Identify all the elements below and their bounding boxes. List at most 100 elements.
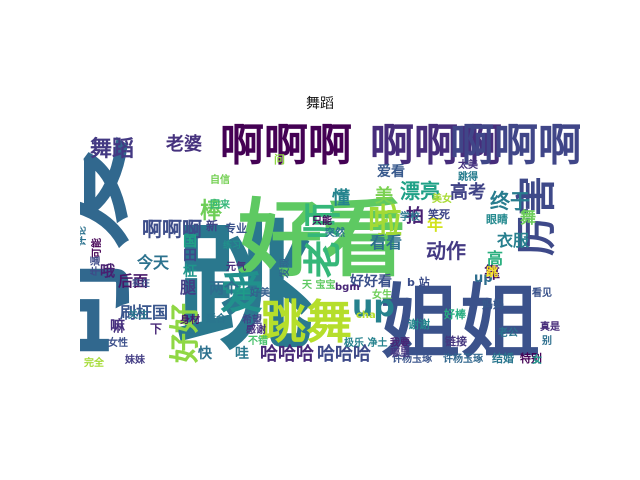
- cloud-word: 我要: [390, 336, 410, 349]
- cloud-word: 啊啊啊: [220, 120, 352, 171]
- cloud-word: 跳: [175, 208, 313, 368]
- cloud-word: bgm: [335, 282, 360, 293]
- cloud-word: 厉害: [514, 176, 560, 256]
- cloud-word: 妹妹: [124, 353, 146, 366]
- cloud-word: 靠: [484, 263, 500, 282]
- cloud-word: 哈哈哈: [317, 343, 371, 365]
- cloud-word: 许杨玉琢: [392, 352, 433, 365]
- cloud-word: up: [352, 289, 395, 324]
- chart-title: 舞蹈: [306, 96, 334, 112]
- cloud-word: 棒: [200, 199, 223, 224]
- cloud-word: 评论: [80, 225, 88, 246]
- cloud-word: 啊啊啊: [142, 217, 202, 241]
- cloud-word: b 站: [407, 275, 430, 289]
- cloud-word: 谢谢: [408, 317, 430, 331]
- cloud-word: 元气: [226, 260, 246, 273]
- cloud-word: 妈妈: [482, 297, 504, 311]
- cloud-word: 好棒: [443, 307, 467, 321]
- cloud-word: 别: [541, 334, 552, 347]
- cloud-word: 哪里: [390, 347, 410, 359]
- cloud-word: 下: [150, 322, 162, 336]
- cloud-word: 两个: [209, 279, 240, 297]
- cloud-word: 漂亮: [400, 179, 440, 203]
- cloud-word: 高考: [450, 181, 486, 203]
- cloud-word: 可爱: [80, 132, 146, 368]
- cloud-word: 动作: [426, 239, 466, 263]
- cloud-word: 美: [375, 185, 393, 207]
- cloud-word: 田: [183, 248, 197, 264]
- cloud-word: 哇: [235, 345, 249, 362]
- cloud-word: 柾: [183, 263, 197, 280]
- cloud-word: 身材: [180, 313, 200, 326]
- cloud-word: 看见: [532, 286, 552, 299]
- cloud-word: 后面: [118, 272, 148, 290]
- cloud-word: 牛逼: [89, 256, 102, 276]
- cloud-word: 腿: [180, 278, 196, 297]
- cloud-word: cha: [356, 310, 376, 321]
- cloud-word: 适合: [206, 312, 227, 325]
- cloud-word: 眼睛: [486, 212, 508, 226]
- cloud-word: 啊啊啊: [370, 120, 502, 171]
- cloud-word: 问: [274, 152, 285, 166]
- cloud-word: 练习: [223, 239, 241, 251]
- cloud-word: 好好: [168, 303, 203, 364]
- cloud-word: 跳得: [458, 170, 478, 183]
- cloud-word: 太美: [457, 158, 479, 171]
- cloud-word: 感谢: [246, 323, 266, 336]
- cloud-word: 极乐 净土: [344, 336, 387, 349]
- cloud-word: 特别: [520, 351, 542, 365]
- cloud-word: 专业: [225, 221, 247, 235]
- cloud-word: 好好看: [349, 273, 392, 290]
- cloud-word: 国: [183, 234, 197, 250]
- cloud-word: 跳舞: [260, 295, 352, 349]
- cloud-word: 今天: [136, 253, 170, 272]
- cloud-word: 老公: [497, 326, 518, 339]
- cloud-word: 突然: [325, 226, 345, 239]
- cloud-word: 真是: [540, 320, 560, 333]
- cloud-word: 老婆: [166, 133, 202, 155]
- cloud-word: 希望: [241, 313, 262, 326]
- cloud-word: 发现: [278, 258, 291, 279]
- cloud-word: 啦: [368, 202, 402, 242]
- cloud-word: 好美: [249, 286, 271, 299]
- cloud-word: 年: [427, 215, 443, 234]
- cloud-word: 衣服: [497, 231, 530, 250]
- cloud-word: 终于: [490, 189, 530, 213]
- cloud-word: 老师: [301, 202, 345, 278]
- cloud-word: 许杨玉琢: [443, 352, 484, 365]
- cloud-word: 学校: [400, 210, 421, 223]
- cloud-word: 爱: [220, 268, 264, 319]
- cloud-word: 完全: [84, 356, 105, 368]
- cloud-word: 女生: [372, 288, 392, 301]
- cloud-word: 女: [532, 353, 542, 366]
- cloud-word: 结婚: [491, 351, 514, 365]
- cloud-word: 好看: [237, 190, 406, 288]
- cloud-word: 看看: [369, 233, 402, 252]
- cloud-word: 可能: [90, 238, 103, 258]
- cloud-word: 舞: [520, 208, 536, 227]
- cloud-word: up: [474, 271, 493, 286]
- cloud-word: 牛: [236, 284, 251, 302]
- cloud-word: 哦: [100, 262, 115, 280]
- cloud-word: 天 宝宝: [302, 278, 335, 291]
- cloud-word: 不错: [248, 334, 268, 347]
- cloud-word: 跳: [486, 264, 498, 279]
- cloud-word: 关注: [128, 308, 148, 321]
- cloud-word: 只能: [312, 214, 332, 227]
- cloud-word: 自信: [210, 173, 230, 186]
- cloud-word: 新: [206, 218, 218, 233]
- cloud-word: 美女: [432, 192, 452, 205]
- cloud-word: 啊啊啊: [450, 120, 580, 171]
- cloud-word: 女性: [108, 336, 128, 349]
- cloud-word: 刷柾国: [120, 303, 168, 322]
- cloud-word: 链接: [445, 334, 467, 348]
- cloud-word: 懂: [332, 187, 350, 209]
- cloud-word: 高: [487, 249, 503, 268]
- cloud-word: 回来: [210, 198, 231, 211]
- cloud-word: 实在: [132, 277, 150, 289]
- cloud-word: 拍: [406, 205, 424, 227]
- word-cloud: 跳好看 姐姐 可爱 啊啊啊 啊啊啊 啊啊啊 跳舞爱老师 厉害 up 好好 舞蹈 老婆啦棒漂亮 高考 终于动…: [80, 118, 580, 368]
- cloud-word: 舞蹈: [90, 136, 134, 162]
- cloud-word: 姐姐: [380, 276, 540, 368]
